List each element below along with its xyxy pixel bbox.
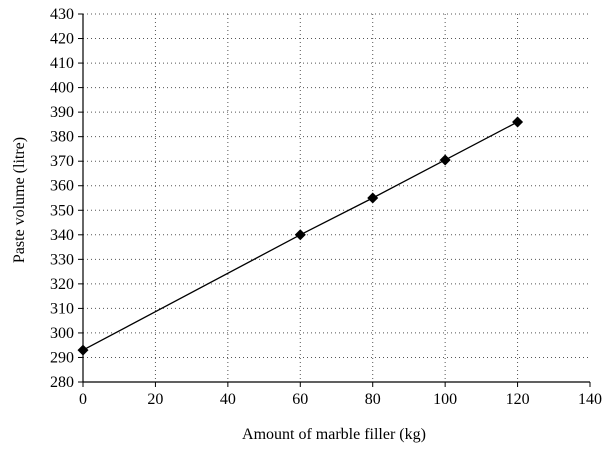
y-tick-label: 400 bbox=[50, 80, 74, 97]
data-point-marker bbox=[439, 154, 451, 166]
y-tick-label: 370 bbox=[50, 153, 74, 170]
x-tick-label: 60 bbox=[292, 391, 308, 408]
x-tick-label: 80 bbox=[365, 391, 381, 408]
y-tick-label: 380 bbox=[50, 129, 74, 146]
series-layer bbox=[77, 116, 524, 356]
data-point-marker bbox=[77, 344, 89, 356]
x-tick-label: 120 bbox=[506, 391, 530, 408]
y-tick-label: 390 bbox=[50, 104, 74, 121]
y-tick-label: 410 bbox=[50, 55, 74, 72]
x-tick-label: 40 bbox=[220, 391, 236, 408]
y-tick-label: 430 bbox=[50, 6, 74, 23]
grid-layer bbox=[83, 13, 590, 382]
x-tick-label: 140 bbox=[578, 391, 602, 408]
y-tick-label: 290 bbox=[50, 349, 74, 366]
y-tick-label: 300 bbox=[50, 325, 74, 342]
tick-label-layer: 0 20 40 60 80 100 120 140 280 290 300 310 320 330 340 3… bbox=[50, 6, 602, 408]
y-tick-label: 360 bbox=[50, 178, 74, 195]
axis-layer bbox=[78, 13, 591, 387]
x-tick-label: 0 bbox=[79, 391, 87, 408]
data-point-marker bbox=[367, 192, 379, 204]
y-axis-title: Paste volume (litre) bbox=[11, 137, 28, 263]
y-tick-label: 420 bbox=[50, 31, 74, 48]
y-tick-label: 330 bbox=[50, 251, 74, 268]
data-point-marker bbox=[512, 116, 524, 128]
x-axis-title: Amount of marble filler (kg) bbox=[242, 426, 426, 443]
y-tick-label: 310 bbox=[50, 300, 74, 317]
data-point-marker bbox=[294, 229, 306, 241]
x-tick-label: 100 bbox=[433, 391, 457, 408]
y-tick-label: 280 bbox=[50, 374, 74, 391]
y-tick-label: 320 bbox=[50, 276, 74, 293]
y-tick-label: 340 bbox=[50, 227, 74, 244]
y-tick-label: 350 bbox=[50, 202, 74, 219]
x-tick-label: 20 bbox=[147, 391, 163, 408]
